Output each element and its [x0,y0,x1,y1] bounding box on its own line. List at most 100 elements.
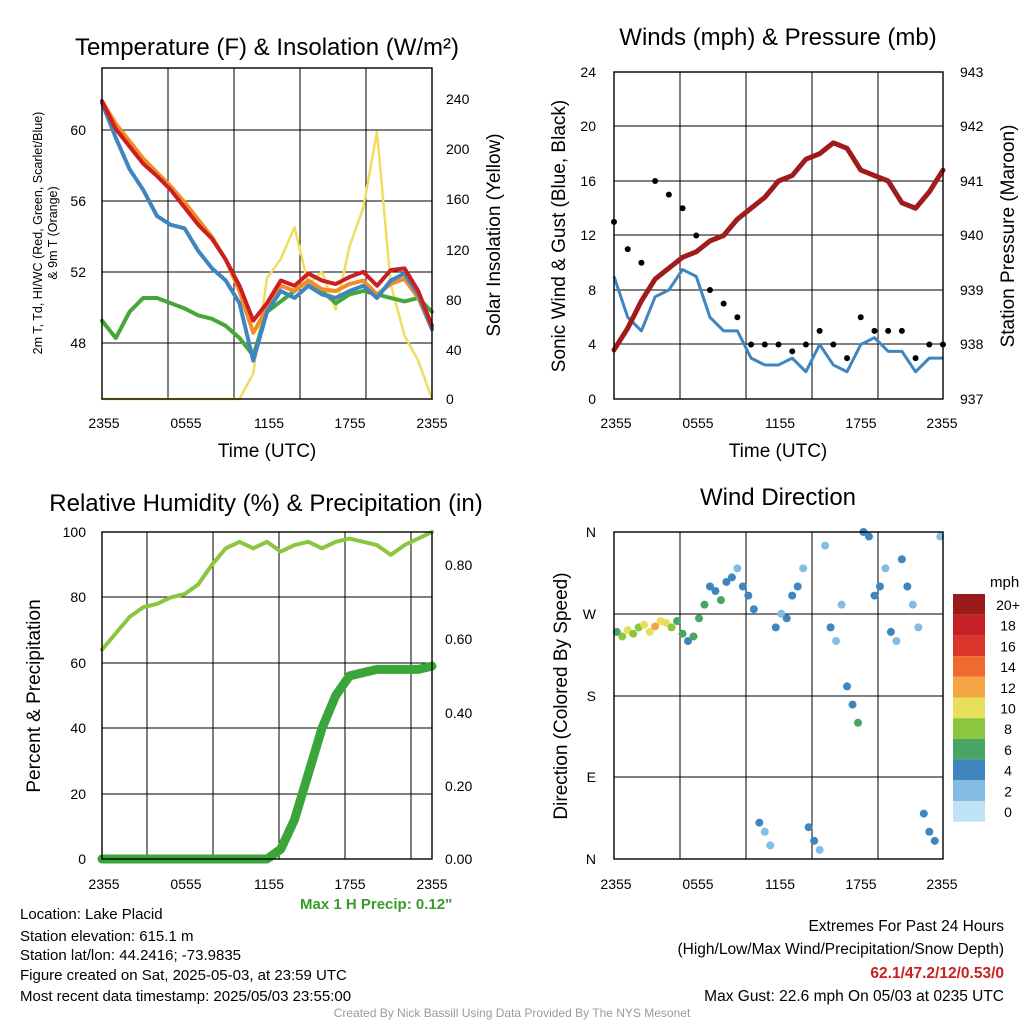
gust-point [761,341,768,348]
pressure-ytick-939: 939 [960,282,984,298]
gust-point [816,327,823,334]
gust-point [748,341,755,348]
humidity-xtick-1155: 1155 [254,876,284,892]
temperature-ylabel-line1: 2m T, Td, HI/WC (Red, Green, Scarlet/Blu… [31,112,45,355]
colorbar-label-12: 12 [1000,680,1016,696]
direction-point [832,637,841,645]
winds-xlabel: Time (UTC) [729,441,828,462]
direction-point [684,637,693,645]
direction-point [810,836,819,845]
extremes-values: 62.1/47.2/12/0.53/0 [870,965,1004,982]
hi-wc-line [100,100,434,363]
colorbar-swatch-10 [953,697,985,719]
colorbar-swatch-12 [953,676,985,698]
direction-point [815,845,824,854]
footer-location: Location: Lake Placid [20,906,163,923]
temperature-xtick-1155: 1155 [254,415,284,431]
pressure-ytick-941: 941 [960,173,984,189]
insolation-ytick-80: 80 [446,292,462,308]
winds-ytick-20: 20 [580,118,596,134]
direction-point [892,637,901,645]
direction-point [700,600,709,609]
direction-point [919,809,928,818]
direction-point [870,591,879,600]
temperature-ytick-48: 48 [70,335,86,351]
direction-point [881,564,890,573]
insolation-ytick-200: 200 [446,141,470,157]
colorbar-label-0: 0 [1004,804,1012,820]
winds-xtick-0555: 0555 [682,415,713,431]
direction-xtick-2355b: 2355 [926,876,957,892]
temperature-ytick-52: 52 [70,264,86,280]
direction-point [843,682,852,691]
temperature-series [100,99,434,401]
pressure-ytick-942: 942 [960,118,984,134]
humidity-ytick-100: 100 [63,524,87,540]
temperature-right-ticks: 240 200 160 120 80 40 0 [446,91,470,407]
insolation-ytick-160: 160 [446,191,470,207]
max-gust: Max Gust: 22.6 mph On 05/03 at 0235 UTC [704,988,1004,1005]
direction-grid [614,532,943,859]
colorbar-label-6: 6 [1004,742,1012,758]
humidity-ytick-80: 80 [70,589,86,605]
gust-point [885,327,892,334]
humidity-ytick-40: 40 [70,720,86,736]
direction-xtick-1155: 1155 [765,876,795,892]
speed-colorbar: 20+ 18 16 14 12 10 8 6 4 2 0 [953,594,1020,822]
winds-x-ticks: 2355 0555 1155 1755 2355 [600,415,957,431]
gust-point [652,178,659,184]
sonic-wind-line [612,268,943,374]
colorbar-label-14: 14 [1000,659,1016,675]
direction-point [651,622,660,631]
direction-point [673,617,682,626]
precip-right-ticks: 0.80 0.60 0.40 0.20 0.00 [445,557,472,867]
gust-point [926,341,933,348]
direction-point [771,623,780,632]
direction-point [662,618,671,627]
temperature-ytick-56: 56 [70,193,86,209]
credit-line: Created By Nick Bassill Using Data Provi… [333,1006,691,1020]
footer-created: Figure created on Sat, 2025-05-03, at 23… [20,967,347,984]
winds-ytick-12: 12 [580,227,596,243]
insolation-ytick-0: 0 [446,391,454,407]
gust-point [638,259,645,266]
direction-ytick-s: S [587,688,596,704]
winds-ytick-16: 16 [580,173,596,189]
temperature-ylabel-line2: & 9m T (Orange) [46,186,60,279]
direction-ytick-n-top: N [586,524,596,540]
direction-panel-title: Wind Direction [700,484,856,511]
gust-point [720,300,727,307]
direction-point [738,582,747,591]
colorbar-label-8: 8 [1004,721,1012,737]
direction-xtick-2355a: 2355 [600,876,631,892]
winds-series [611,140,946,374]
precip-ytick-080: 0.80 [445,557,472,573]
precipitation-line [97,661,437,864]
winds-panel-title: Winds (mph) & Pressure (mb) [619,24,936,51]
precip-ytick-020: 0.20 [445,778,472,794]
direction-point [793,582,802,591]
temperature-ylabel-right: Solar Insolation (Yellow) [484,133,505,336]
temperature-plot-frame [101,67,433,400]
colorbar-swatch-18 [953,614,985,636]
colorbar-swatch-8 [953,718,985,739]
direction-xtick-1755: 1755 [845,876,876,892]
colorbar-label-16: 16 [1000,638,1016,654]
direction-point [722,577,731,586]
direction-xtick-0555: 0555 [682,876,713,892]
station-pressure-line [611,140,946,353]
footer-elevation: Station elevation: 615.1 m [20,928,194,945]
colorbar-label-18: 18 [1000,618,1016,634]
direction-ytick-w: W [583,606,597,622]
direction-point [755,818,764,827]
extremes-description: (High/Low/Max Wind/Precipitation/Snow De… [677,941,1005,958]
humidity-x-ticks: 2355 0555 1155 1755 2355 [88,876,447,892]
winds-xtick-1755: 1755 [845,415,876,431]
direction-point [864,532,873,541]
humidity-xtick-2355a: 2355 [88,876,119,892]
winds-xtick-2355b: 2355 [926,415,957,431]
colorbar-swatch-6 [953,738,985,760]
direction-point [766,841,775,850]
colorbar-swatch-14 [953,656,985,677]
temperature-xtick-2355a: 2355 [88,415,119,431]
